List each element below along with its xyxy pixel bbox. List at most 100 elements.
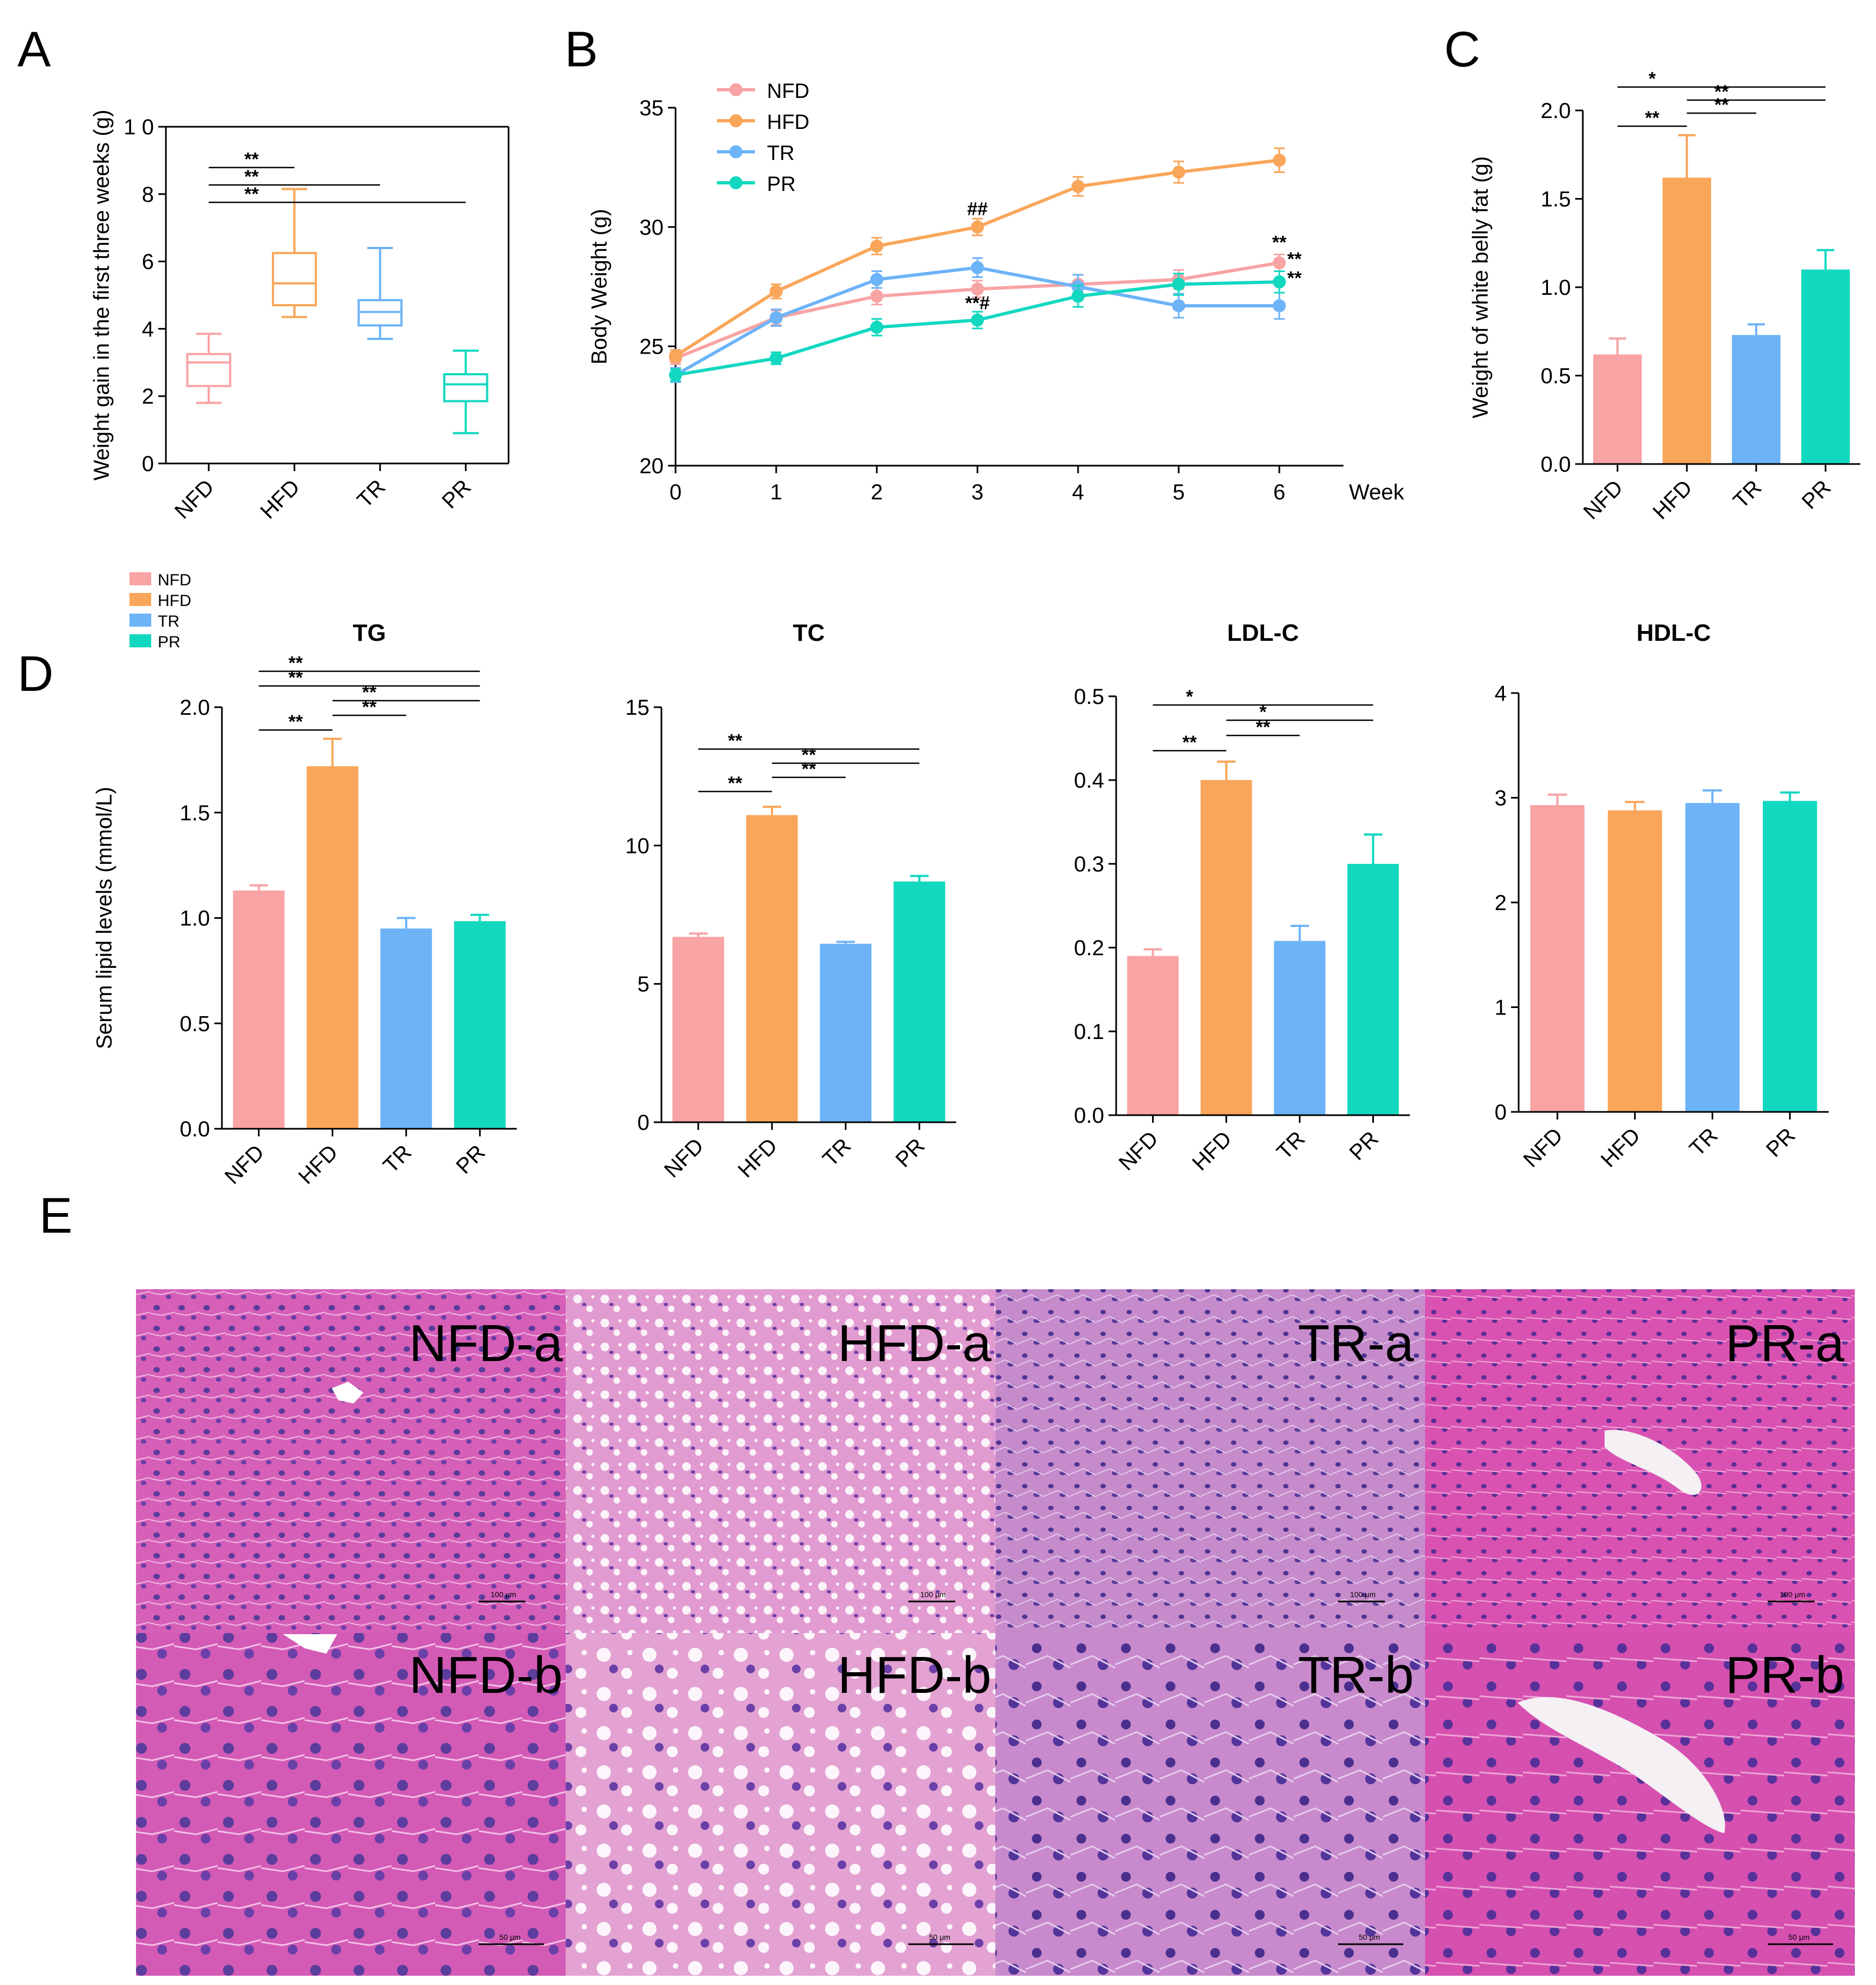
panel-b-x-tick-label-0: 0 [670,480,682,504]
legend-b-nfd-label: NFD [767,80,809,103]
panel-b-point-hfd-4 [1072,180,1085,193]
panel-d-ldl-y-tick-label-2: 0.2 [1074,936,1104,960]
legend-b-pr-dot [729,176,742,189]
panel-b-annotation-4: ** [1287,268,1302,289]
scale-label-hfd-a: 100 μm [920,1590,946,1599]
panel-d-ldl-bar-pr [1347,864,1399,1115]
panel-d-ldl-title: LDL-C [1227,620,1299,646]
panel-d-tc-bar-hfd [746,815,798,1122]
panel-letter-c: C [1444,22,1480,77]
panel-d-hdl-bar-hfd [1607,810,1662,1112]
vessel-nfd-b [283,1634,337,1654]
panel-d-tc-y-tick-label-0: 0 [637,1111,649,1135]
panel-d-ldl-x-tick-label-tr: TR [1272,1127,1310,1164]
panel-a-sig-label-1: ** [244,166,259,187]
panel-b-point-tr-5 [1172,299,1185,313]
histology-label-nfd-b: NFD-b [409,1646,563,1704]
panel-d-tg-bar-hfd [306,766,358,1129]
legend-b-tr-dot [729,145,742,158]
panel-b-x-axis-label: Week [1349,480,1405,504]
panel-d-hdl-y-tick-label-4: 4 [1495,682,1507,706]
panel-d-tc-y-tick-label-2: 10 [626,834,650,858]
panel-d-tg-y-tick-label-4: 2.0 [179,696,210,720]
histology-tr-a [995,1289,1425,1633]
legend-d-hfd-swatch [129,593,151,606]
panel-d-ldl-x-tick-label-hfd: HFD [1188,1127,1236,1175]
scale-label-tr-a: 100 μm [1350,1590,1376,1599]
legend-d-tr-swatch [129,614,151,627]
panel-d-ldl-bar-hfd [1200,780,1252,1115]
panel-d-tg-y-axis-label: Serum lipid levels (mmol/L) [92,787,116,1049]
vessel-pr-a [1605,1430,1702,1495]
panel-d-tc-x-tick-label-nfd: NFD [660,1134,708,1182]
panel-e-histology: NFD-a HFD-a TR-a PR-a NFD-b HFD-b TR-b P… [136,1289,1855,1976]
panel-d-tg-bar-tr [380,928,432,1129]
panel-a-y-tick-label-3: 6 [142,250,154,274]
panel-d-ldl-y-tick-label-1: 0.1 [1074,1020,1104,1044]
panel-d-ldl-sig-label-0: ** [1182,732,1197,753]
histology-label-hfd-a: HFD-a [838,1314,992,1372]
panel-d-hdl-x-tick-label-pr: PR [1762,1123,1800,1161]
panel-d-tc-bar-tr [820,943,872,1122]
panel-d-hdl-y-tick-label-1: 1 [1495,996,1507,1020]
panel-a-box-hfd [271,252,317,307]
legend-b-tr-label: TR [767,142,795,165]
histology-label-hfd-b: HFD-b [838,1646,992,1704]
panel-c-sig-label-0: ** [1645,108,1660,128]
histology-hfd-a [566,1289,995,1633]
legend-d-pr-swatch [129,634,151,647]
histology-nfd-b [136,1633,566,1976]
panel-b-point-nfd-3 [971,282,984,296]
panel-c-y-tick-label-4: 2.0 [1540,99,1571,123]
legend-d-tr-label: TR [158,613,179,630]
panel-b-point-pr-5 [1172,277,1185,291]
panel-c-bar-pr [1801,269,1850,464]
panel-d-ldl-y-tick-label-0: 0.0 [1074,1104,1104,1128]
panel-letter-b: B [565,22,598,77]
panel-b-point-pr-1 [770,351,783,365]
panel-b-y-tick-label-2: 30 [640,215,664,239]
panel-c-bar-chart: 0.0 0.5 1.0 1.5 2.0 Weight of white belly fat… [1469,69,1860,524]
legend-d-hfd-label: HFD [158,592,191,610]
panel-b-point-pr-6 [1273,275,1286,289]
panel-d-tg-bar-nfd [233,891,285,1129]
scale-label-pr-b: 50 μm [1788,1933,1810,1941]
panel-d-tg-title: TG [352,620,386,646]
panel-d-ldl-y-tick-label-4: 0.4 [1074,769,1104,793]
panel-b-y-tick-label-1: 25 [640,335,664,359]
panel-c-sig-label-2: ** [1714,82,1729,102]
panel-d-hdl-bar-tr [1685,803,1740,1112]
vessel-nfd-a [332,1382,363,1403]
panel-b-legend: NFD HFD TR PR [717,80,809,196]
panel-c-y-tick-label-0: 0.0 [1540,453,1571,477]
scale-label-hfd-b: 50 μm [929,1933,950,1941]
panel-b-x-tick-label-6: 6 [1273,480,1285,504]
panel-a-x-tick-label-pr: PR [437,475,475,513]
panel-b-x-tick-label-2: 2 [871,480,883,504]
panel-d-tg-x-tick-label-hfd: HFD [294,1140,342,1189]
panel-d-tc-bar-pr [893,881,945,1122]
scale-bar-nfd-b: 50 μm [479,1933,544,1945]
scale-bar-pr-b: 50 μm [1768,1933,1833,1945]
panel-d-tg-y-tick-label-0: 0.0 [179,1117,210,1141]
panel-b-y-tick-label-3: 35 [640,96,664,120]
legend-b-hfd-dot [729,114,742,127]
panel-b-annotation-3: ** [1287,249,1302,270]
panel-a-y-tick-label-1: 2 [142,385,154,409]
panel-a-y-tick-label-0: 0 [142,452,154,476]
panel-a-x-tick-label-hfd: HFD [256,475,304,523]
panel-d-ldl-sig-label-2: * [1259,702,1267,722]
panel-b-point-hfd-2 [870,239,883,253]
legend-d-nfd-label: NFD [158,571,191,589]
panel-a-x-tick-label-tr: TR [352,475,390,512]
panel-b-annotation-0: ## [967,199,988,219]
vessel-pr-b [1518,1697,1725,1833]
panel-d-tg-bar-pr [454,921,506,1129]
panel-a-box-nfd [186,353,232,387]
panel-d-tc-bar-nfd [672,937,725,1122]
panel-letter-a: A [17,22,51,77]
panel-letter-d: D [17,646,53,702]
panel-c-sig-label-1: ** [1714,95,1729,115]
